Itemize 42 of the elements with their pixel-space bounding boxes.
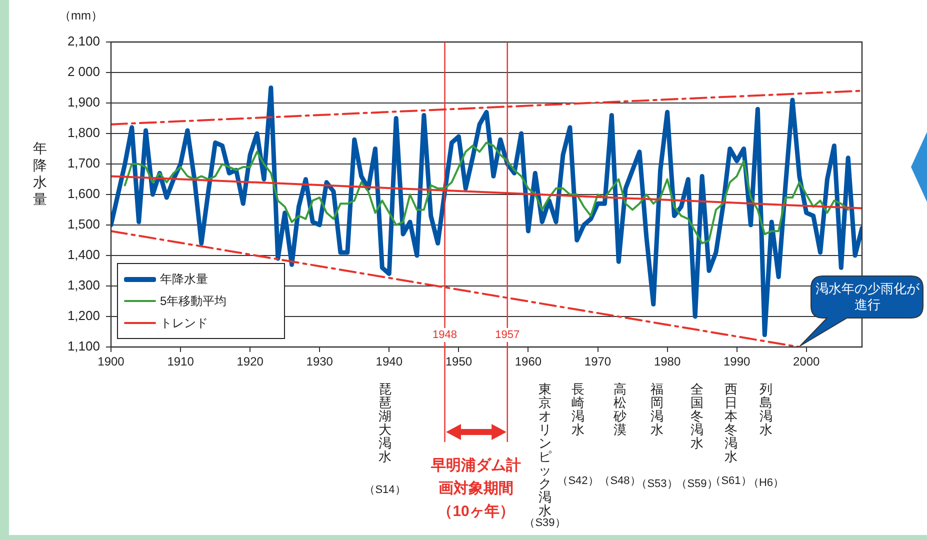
y-tick-label: 1,800 [67,125,100,140]
text: 東京オリンピック渇水 [538,382,552,518]
y-axis-title: 年降水量 [33,140,47,207]
text: （mm） [59,8,103,22]
x-tick-label: 1910 [167,354,194,369]
y-tick-label: 1,400 [67,247,100,262]
x-tick-label: 1940 [376,354,403,369]
text: 西日本冬渇水 [724,382,738,464]
x-tick-label: 1990 [723,354,751,369]
text: 全国冬渇水 [690,382,704,451]
text: （S14） [364,484,406,496]
text: 長崎渇水 [572,382,584,438]
x-tick-label: 1900 [98,354,125,369]
annotation: 渇水年の少雨化が進行 [814,280,920,314]
y-tick-label: 1,300 [67,278,100,293]
y-tick-label: 2,100 [67,34,100,49]
x-tick-label: 1920 [236,354,264,369]
legend-label: 5年移動平均 [160,292,227,310]
text: 福岡渇水 [650,382,664,438]
x-tick-label: 1980 [654,354,681,369]
x-tick-label: 1930 [306,354,334,369]
y-tick-label: 1,100 [67,338,100,354]
legend-label: 年降水量 [160,270,208,288]
y-tick-label: 1,900 [67,94,100,110]
ref-line-label: 1957 [495,329,520,342]
y-tick-label: 1,700 [67,156,100,171]
text: （S39） [524,517,566,530]
x-tick-label: 1950 [445,354,472,369]
text: （S42） [557,475,599,488]
text: 早明浦ダム計画対象期間（10ヶ年） [430,456,522,522]
text: 高松砂漠 [612,382,626,438]
y-tick-label: 1,500 [67,216,100,232]
x-tick-label: 1960 [514,354,542,369]
x-tick-label: 1970 [584,354,612,369]
legend-label: トレンド [160,314,208,332]
y-tick-label: 2 000 [67,64,100,80]
y-tick-label: 1,600 [67,186,100,202]
text: 琵琶湖大渇水 [378,382,392,464]
text: 列島渇水 [760,382,772,438]
ref-line-label: 1948 [432,329,458,342]
x-tick-label: 2000 [793,354,820,369]
y-tick-label: 1,200 [67,308,100,324]
